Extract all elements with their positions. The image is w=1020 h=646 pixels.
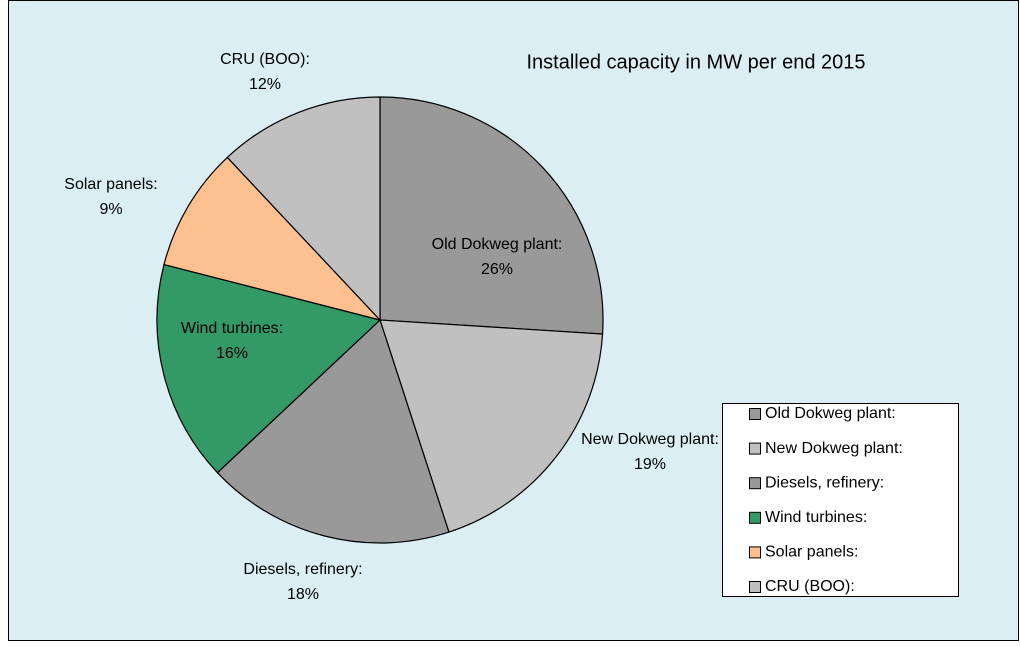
legend-label: Solar panels: <box>765 544 858 561</box>
pie-slice <box>163 156 382 322</box>
slice-label: Wind turbines: <box>181 320 283 337</box>
pie-slice <box>216 318 450 544</box>
legend-swatch <box>749 442 761 455</box>
chart-title: Installed capacity in MW per end 2015 <box>526 51 865 73</box>
slice-value-label: 18% <box>287 586 319 603</box>
legend-label: Old Dokweg plant: <box>765 405 896 422</box>
slice-value-label: 12% <box>249 76 281 93</box>
slice-value-label: 26% <box>481 261 513 278</box>
pie-slice <box>156 263 382 474</box>
slice-label: Old Dokweg plant: <box>432 236 563 253</box>
legend-label: Wind turbines: <box>765 509 867 526</box>
slice-label: Solar panels: <box>64 176 157 193</box>
slice-label: CRU (BOO): <box>220 51 310 68</box>
pie-slice <box>226 96 381 322</box>
slice-value-label: 9% <box>99 201 122 218</box>
slice-value-label: 19% <box>634 456 666 473</box>
legend-box <box>722 403 959 597</box>
slice-label: Diesels, refinery: <box>243 561 362 578</box>
legend-swatch <box>749 477 761 490</box>
pie-slice <box>379 319 604 533</box>
slice-label: New Dokweg plant: <box>581 431 719 448</box>
legend-swatch <box>749 581 761 593</box>
legend-label: New Dokweg plant: <box>765 440 903 457</box>
legend-swatch <box>749 546 761 559</box>
slice-value-label: 16% <box>216 345 248 362</box>
legend-swatch <box>749 408 761 420</box>
pie-slice <box>379 96 604 335</box>
legend-label: Diesels, refinery: <box>765 474 884 491</box>
legend-swatch <box>749 511 761 524</box>
legend-label: CRU (BOO): <box>765 578 855 595</box>
